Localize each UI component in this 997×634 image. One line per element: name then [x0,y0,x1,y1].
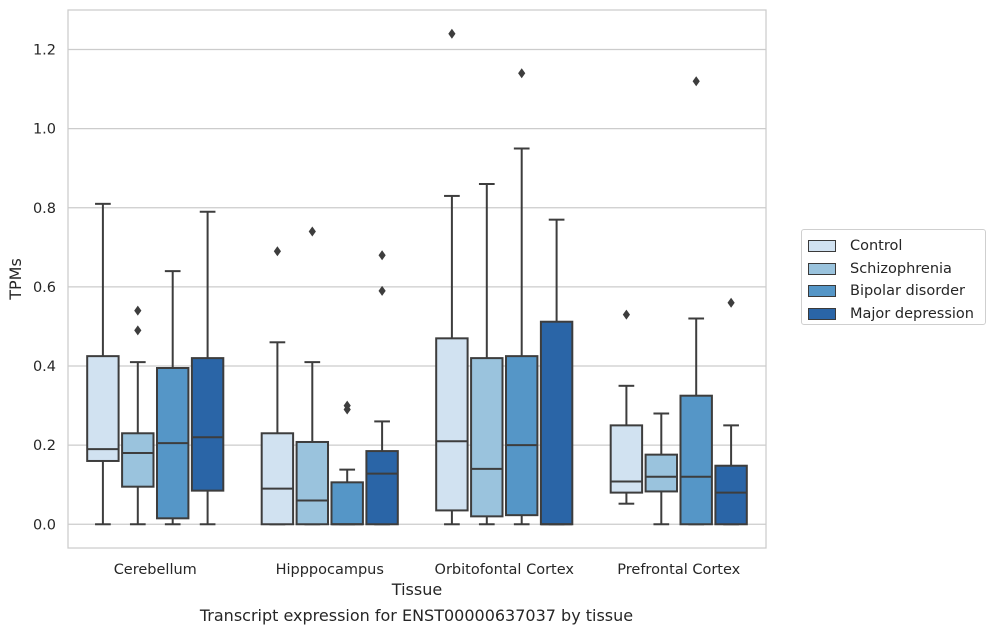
legend-swatch [808,262,836,275]
box [714,464,748,526]
y-tick-label: 0.8 [33,201,56,217]
legend-item: Major depression [808,303,985,326]
box-group [644,412,679,526]
plot-frame [67,9,767,549]
box-group [504,68,539,526]
y-tick-label: 0.6 [33,280,56,296]
outlier-point [308,226,316,237]
box-group [121,305,155,526]
box-group [609,309,644,505]
outlier-point [134,325,142,336]
legend-label: Bipolar disorder [850,283,965,300]
y-tick-label: 1.0 [33,122,56,138]
box-group [714,297,748,526]
box [260,432,295,526]
x-tick-labels: Cerebellum Hipppocampus Orbitofontal Corte… [114,562,741,578]
box [470,357,504,518]
box-group [679,76,713,526]
x-tick-label: Hipppocampus [276,562,384,578]
legend: Control Schizophrenia Bipolar disorder Majo… [801,229,986,325]
box [435,337,469,512]
box [539,320,574,526]
legend-label: Control [850,238,903,255]
box-group [86,202,120,526]
outlier-point [518,68,526,79]
box-group [260,246,295,526]
legend-item: Control [808,235,985,258]
legend-item: Schizophrenia [808,258,985,281]
y-tick-label: 0.4 [33,359,56,375]
box-group [190,210,225,526]
outlier-point [134,305,142,316]
box [679,394,713,526]
legend-swatch [808,285,836,298]
outlier-point [343,400,351,411]
box [644,453,679,493]
box [295,440,330,526]
y-tick-label: 0.2 [33,438,56,454]
legend-label: Major depression [850,305,974,322]
x-tick-label: Cerebellum [114,562,197,578]
x-tick-label: Prefrontal Cortex [617,562,740,578]
box [121,432,155,488]
x-tick-label: Orbitofontal Cortex [435,562,575,578]
legend-swatch [808,307,836,320]
box-group [365,250,399,526]
outlier-point [622,309,630,320]
chart-caption: Transcript expression for ENST0000063703… [199,606,634,625]
y-axis-label: TPMs [6,258,25,301]
legend-label: Schizophrenia [850,260,952,277]
outlier-point [378,250,386,261]
box [365,450,399,526]
outlier-point [378,285,386,296]
box [330,481,364,526]
box-group [470,183,504,526]
y-tick-label: 0.0 [33,517,56,533]
boxes [86,28,748,526]
outlier-point [273,246,281,257]
box-group [155,270,190,526]
y-tick-labels: 0.0 0.2 0.4 0.6 0.8 1.0 1.2 [33,43,56,534]
box [190,357,225,492]
y-tick-label: 1.2 [33,43,56,59]
outlier-point [448,28,456,39]
outlier-point [692,76,700,87]
box-group [539,218,574,526]
box-group [295,226,330,526]
box-group [330,400,364,526]
box-group [435,28,469,526]
legend-swatch [808,240,836,253]
outlier-point [727,297,735,308]
box [86,355,120,462]
legend-item: Bipolar disorder [808,280,985,303]
box [504,355,539,517]
x-axis-label: Tissue [391,580,442,599]
